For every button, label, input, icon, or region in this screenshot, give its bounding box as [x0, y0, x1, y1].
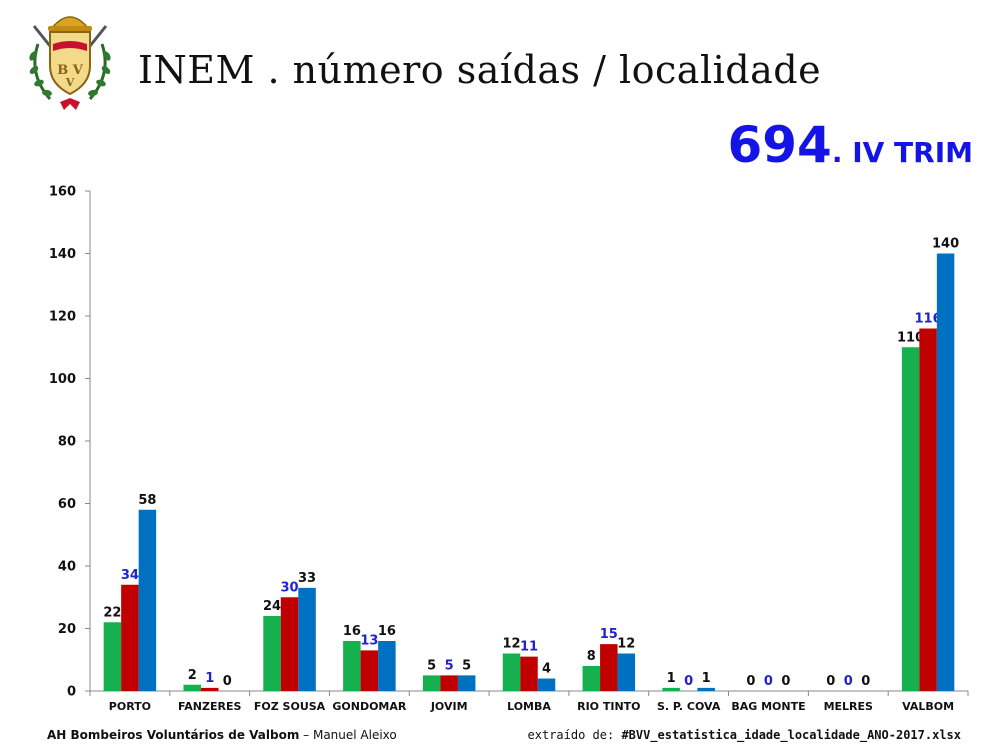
x-tick-label: VALBOM	[902, 700, 954, 713]
data-label: 116	[915, 312, 942, 327]
x-tick-label: BAG MONTE	[731, 700, 805, 713]
bar	[378, 641, 396, 691]
total-count: 694. IV TRIM	[727, 116, 973, 174]
data-label: 0	[781, 674, 790, 689]
bar	[502, 653, 521, 691]
bar	[457, 675, 476, 691]
data-label: 11	[520, 640, 538, 655]
y-tick-label: 40	[58, 560, 76, 575]
page-title: INEM . número saídas / localidade	[138, 48, 822, 92]
data-label: 33	[298, 571, 316, 586]
data-label: 15	[600, 627, 618, 642]
data-label: 0	[861, 674, 870, 689]
data-label: 30	[280, 580, 298, 595]
bar	[263, 616, 281, 691]
bar	[520, 656, 538, 691]
x-tick-label: FOZ SOUSA	[254, 700, 326, 713]
svg-text:B V: B V	[57, 63, 84, 78]
data-label: 8	[587, 649, 596, 664]
footer-source: extraído de: #BVV_estatistica_idade_loca…	[528, 728, 961, 742]
x-tick-label: JOVIM	[430, 700, 468, 713]
y-tick-label: 100	[49, 372, 76, 387]
bar	[600, 644, 618, 691]
data-label: 34	[121, 568, 139, 583]
fire-brigade-logo: B V V	[29, 16, 111, 110]
bar	[138, 509, 157, 691]
data-label: 24	[263, 599, 281, 614]
footer-credit: AH Bombeiros Voluntários de Valbom – Man…	[47, 728, 397, 742]
data-label: 1	[205, 671, 214, 686]
data-label: 16	[378, 624, 396, 639]
footer-author: Manuel Aleixo	[312, 728, 397, 742]
data-label: 0	[746, 674, 755, 689]
x-tick-label: MELRES	[824, 700, 873, 713]
bar	[936, 253, 955, 691]
bar	[582, 666, 601, 691]
data-label: 4	[542, 662, 551, 677]
bar	[280, 597, 299, 691]
data-label: 16	[343, 624, 361, 639]
bar	[901, 347, 920, 691]
y-tick-label: 120	[49, 310, 76, 325]
x-tick-label: S. P. COVA	[657, 700, 721, 713]
data-label: 13	[360, 633, 378, 648]
data-label: 5	[427, 658, 436, 673]
y-tick-label: 160	[49, 185, 76, 200]
x-tick-label: FANZERES	[178, 700, 241, 713]
bar	[343, 641, 361, 691]
y-tick-label: 0	[67, 685, 76, 700]
data-label: 12	[617, 637, 635, 652]
bar	[697, 687, 715, 691]
x-tick-label: PORTO	[109, 700, 151, 713]
svg-text:V: V	[65, 76, 75, 89]
footer-source-prefix: extraído de:	[527, 728, 622, 742]
bar	[662, 687, 680, 691]
bar	[360, 650, 379, 691]
data-label: 140	[932, 237, 959, 252]
bar	[617, 653, 636, 691]
bar	[183, 684, 201, 691]
data-label: 0	[826, 674, 835, 689]
bar	[200, 687, 219, 691]
data-label: 0	[684, 674, 693, 689]
bar	[422, 675, 441, 691]
data-label: 5	[462, 658, 471, 673]
footer-dash: –	[299, 728, 313, 742]
y-tick-label: 20	[58, 622, 76, 637]
footer-org: AH Bombeiros Voluntários de Valbom	[47, 728, 300, 742]
bar	[121, 584, 139, 691]
bar	[919, 328, 937, 691]
bar	[440, 675, 458, 691]
y-tick-label: 60	[58, 497, 76, 512]
total-value: 694	[727, 116, 832, 174]
bar	[537, 678, 556, 691]
data-label: 1	[702, 671, 711, 686]
x-tick-label: GONDOMAR	[332, 700, 407, 713]
data-label: 2	[188, 668, 197, 683]
data-label: 22	[103, 605, 121, 620]
x-tick-label: RIO TINTO	[577, 700, 640, 713]
y-tick-label: 140	[49, 247, 76, 262]
bar	[298, 587, 316, 691]
data-label: 0	[844, 674, 853, 689]
footer-source-file: #BVV_estatistica_idade_localidade_ANO-20…	[621, 728, 961, 742]
total-suffix: . IV TRIM	[831, 136, 973, 169]
data-label: 58	[138, 493, 156, 508]
data-label: 0	[223, 674, 232, 689]
data-label: 5	[445, 658, 454, 673]
data-label: 0	[764, 674, 773, 689]
bar	[103, 622, 122, 691]
x-tick-label: LOMBA	[507, 700, 551, 713]
data-label: 110	[897, 330, 924, 345]
data-label: 1	[667, 671, 676, 686]
y-tick-label: 80	[58, 435, 76, 450]
data-label: 12	[502, 637, 520, 652]
